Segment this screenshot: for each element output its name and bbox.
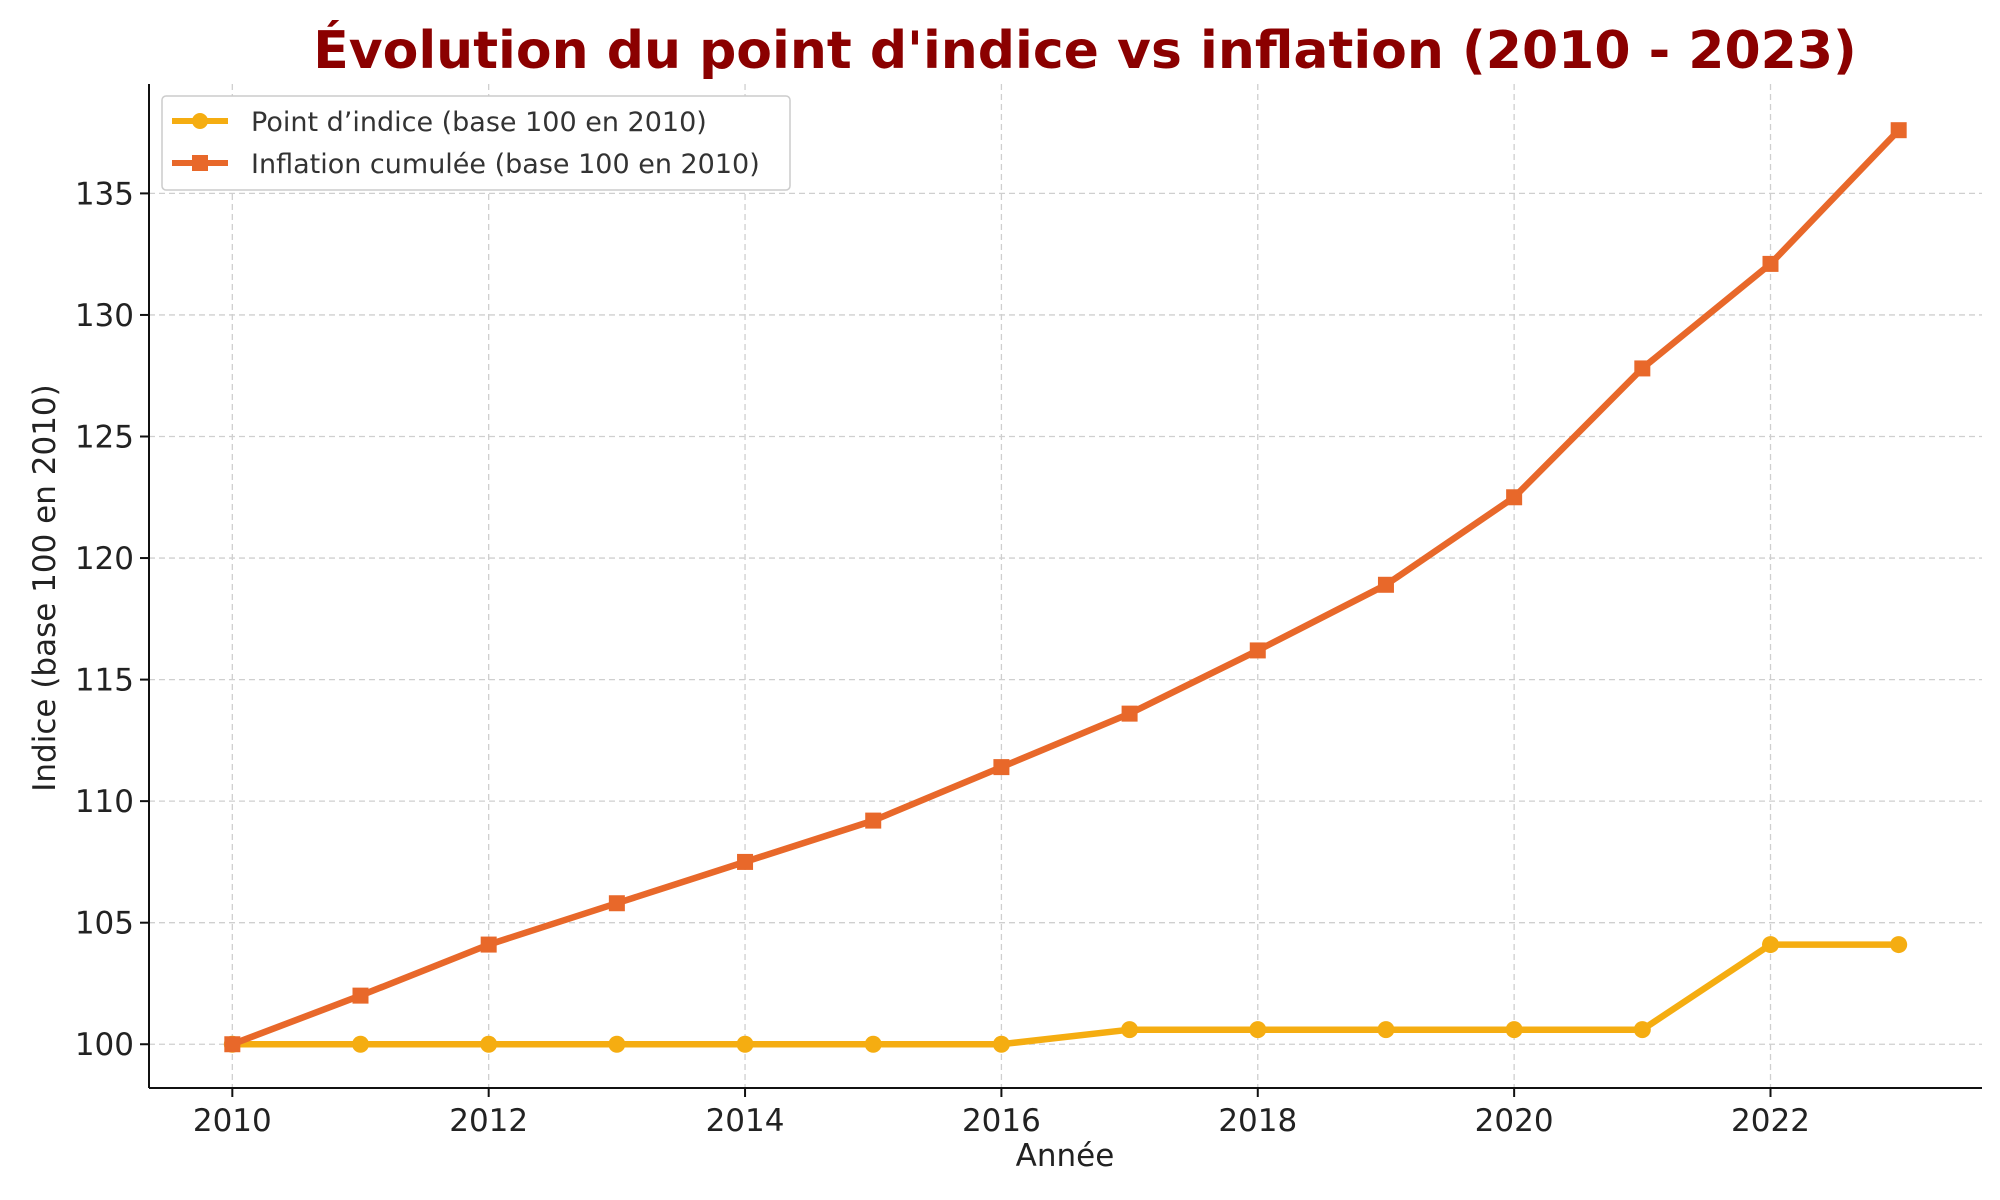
- chart-title: Évolution du point d'indice vs inflation…: [313, 20, 1857, 81]
- series-line-inflation: [229, 126, 1902, 1048]
- data-point-inflation-2012: [480, 936, 497, 953]
- y-tick-label-100: 100: [75, 1027, 134, 1063]
- legend-box: [161, 95, 791, 191]
- data-point-point-indice-2015: [864, 1035, 882, 1053]
- legend-item-point-indice: Point d’indice (base 100 en 2010): [172, 107, 707, 138]
- data-point-inflation-2019: [1377, 576, 1394, 593]
- data-point-point-indice-2019: [1377, 1021, 1395, 1039]
- legend-label-point-indice: Point d’indice (base 100 en 2010): [251, 107, 707, 138]
- y-tick-label-110: 110: [75, 784, 134, 820]
- data-point-point-indice-2016: [992, 1035, 1010, 1053]
- data-point-inflation-2017: [1121, 705, 1138, 722]
- data-point-inflation-2023: [1890, 122, 1907, 139]
- legend: Point d’indice (base 100 en 2010) Inflat…: [161, 95, 791, 191]
- x-tick-label-2018: 2018: [1218, 1103, 1297, 1139]
- legend-item-inflation: Inflation cumulée (base 100 en 2010): [172, 149, 760, 180]
- legend-label-inflation: Inflation cumulée (base 100 en 2010): [251, 149, 760, 180]
- y-tick-label-125: 125: [75, 419, 134, 455]
- series-line-point-indice: [229, 941, 1902, 1048]
- data-point-inflation-2020: [1506, 489, 1523, 506]
- data-point-point-indice-2012: [480, 1035, 498, 1053]
- data-point-inflation-2010: [224, 1036, 241, 1053]
- y-tick-label-135: 135: [75, 176, 134, 212]
- data-point-inflation-2014: [737, 853, 754, 870]
- data-point-inflation-2015: [865, 812, 882, 829]
- x-tick-label-2022: 2022: [1731, 1103, 1810, 1139]
- data-point-point-indice-2013: [608, 1035, 626, 1053]
- y-tick-label-120: 120: [75, 541, 134, 577]
- data-point-inflation-2022: [1762, 255, 1779, 272]
- data-point-inflation-2016: [993, 759, 1010, 776]
- legend-marker-inflation: [192, 155, 208, 171]
- data-point-point-indice-2021: [1633, 1021, 1651, 1039]
- data-point-inflation-2021: [1634, 360, 1651, 377]
- axes: [148, 84, 1982, 1089]
- data-point-point-indice-2022: [1762, 936, 1779, 954]
- data-point-point-indice-2023: [1890, 936, 1908, 954]
- x-tick-label-2012: 2012: [449, 1103, 528, 1139]
- legend-marker-point-indice: [192, 113, 208, 129]
- x-tick-label-2016: 2016: [962, 1103, 1041, 1139]
- data-point-point-indice-2011: [352, 1035, 369, 1053]
- series: [223, 122, 1908, 1053]
- data-point-inflation-2013: [608, 895, 625, 912]
- data-point-inflation-2011: [352, 987, 369, 1004]
- y-tick-label-130: 130: [75, 298, 134, 334]
- y-tick-label-105: 105: [75, 906, 134, 942]
- data-point-point-indice-2020: [1505, 1021, 1523, 1039]
- grid: [149, 84, 1982, 1088]
- data-point-inflation-2018: [1249, 642, 1266, 659]
- x-tick-label-2014: 2014: [706, 1103, 785, 1139]
- y-tick-label-115: 115: [75, 663, 134, 699]
- x-tick-label-2010: 2010: [193, 1103, 272, 1139]
- y-ticks: 100 105 110 115 120 125 130 135: [75, 176, 149, 1063]
- y-axis-label: Indice (base 100 en 2010): [27, 384, 63, 791]
- data-point-point-indice-2018: [1249, 1021, 1267, 1039]
- x-ticks: 2010 2012 2014 2016 2018 2020 2022: [193, 1088, 1810, 1139]
- x-axis-label: Année: [1016, 1138, 1115, 1174]
- data-point-point-indice-2014: [736, 1035, 754, 1053]
- data-point-point-indice-2017: [1121, 1021, 1139, 1039]
- x-tick-label-2020: 2020: [1475, 1103, 1554, 1139]
